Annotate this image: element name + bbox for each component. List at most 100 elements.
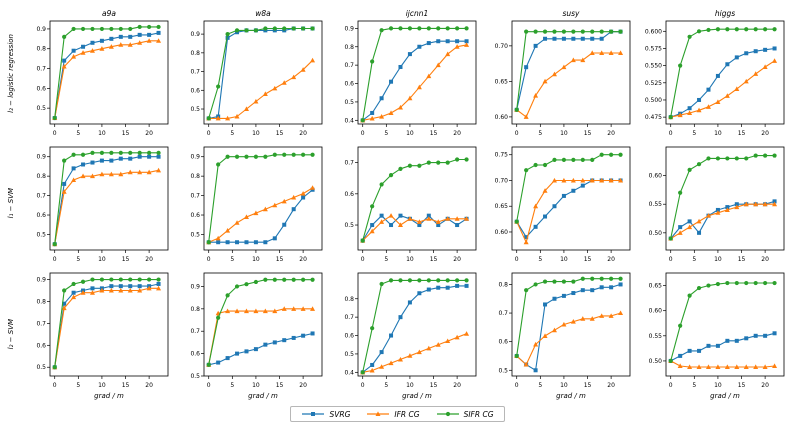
svg-text:0.7: 0.7 bbox=[344, 62, 354, 69]
svg-text:ijcnn1: ijcnn1 bbox=[406, 9, 429, 18]
svg-text:0.60: 0.60 bbox=[495, 114, 509, 121]
svg-text:5: 5 bbox=[692, 256, 696, 263]
subplot-ijcnn1-row1: 0 5 10 15 20 0.5 0.6 0.7 bbox=[344, 146, 477, 263]
svg-text:20: 20 bbox=[453, 130, 461, 137]
svg-text:0.525: 0.525 bbox=[645, 80, 662, 87]
svg-text:0.4: 0.4 bbox=[344, 369, 354, 376]
svg-text:20: 20 bbox=[299, 130, 307, 137]
svg-text:15: 15 bbox=[276, 382, 284, 389]
svg-text:5: 5 bbox=[538, 256, 542, 263]
svg-text:0.60: 0.60 bbox=[649, 173, 663, 180]
svg-text:0.9: 0.9 bbox=[190, 283, 200, 290]
svg-text:0: 0 bbox=[515, 256, 519, 263]
svg-text:0.550: 0.550 bbox=[645, 63, 662, 70]
svg-text:15: 15 bbox=[430, 256, 438, 263]
svg-text:0.50: 0.50 bbox=[649, 358, 663, 365]
svg-text:0.8: 0.8 bbox=[498, 281, 508, 288]
svg-text:5: 5 bbox=[384, 256, 388, 263]
svg-text:10: 10 bbox=[98, 382, 106, 389]
subplot-w8a-row0: 0 5 10 15 20 0.5 0.6 0.7 0.8 0.9 w8a bbox=[190, 9, 323, 137]
svg-text:5: 5 bbox=[384, 382, 388, 389]
legend-item-sifr-cg: SIFR CG bbox=[436, 409, 494, 419]
subplot-w8a-row2: 0 5 10 15 20 0.5 0.6 0.7 0.8 0.9 grad / m bbox=[190, 272, 323, 400]
svg-text:20: 20 bbox=[145, 256, 153, 263]
svg-text:5: 5 bbox=[230, 130, 234, 137]
svg-text:5: 5 bbox=[230, 382, 234, 389]
svg-text:0.6: 0.6 bbox=[498, 339, 508, 346]
svg-text:20: 20 bbox=[761, 256, 769, 263]
svg-text:0.9: 0.9 bbox=[36, 277, 46, 284]
svg-text:15: 15 bbox=[276, 130, 284, 137]
legend-row: SVRG IFR CG SIFR CG bbox=[3, 406, 792, 422]
subplot-susy-row2: 0 5 10 15 20 0.5 0.6 0.7 0.8 grad / m bbox=[498, 272, 631, 400]
svg-text:grad / m: grad / m bbox=[556, 392, 586, 400]
svg-text:grad / m: grad / m bbox=[402, 392, 432, 400]
svg-text:10: 10 bbox=[560, 256, 568, 263]
svg-text:10: 10 bbox=[252, 256, 260, 263]
svg-text:0.9: 0.9 bbox=[344, 25, 354, 32]
svg-text:a9a: a9a bbox=[102, 9, 116, 18]
svg-text:0: 0 bbox=[669, 130, 673, 137]
svg-text:5: 5 bbox=[76, 382, 80, 389]
subplot-ijcnn1-row2: 0 5 10 15 20 0.4 0.5 0.6 0.7 0.8 grad / m bbox=[344, 272, 477, 400]
svg-text:5: 5 bbox=[76, 130, 80, 137]
svg-text:0: 0 bbox=[669, 256, 673, 263]
svg-text:20: 20 bbox=[607, 382, 615, 389]
svg-text:0.7: 0.7 bbox=[344, 160, 354, 167]
svg-text:10: 10 bbox=[406, 256, 414, 263]
subplot-higgs-row0: 0 5 10 15 20 0.475 0.500 0.525 0.550 0.575 0.600 hi… bbox=[645, 9, 785, 137]
svg-text:0: 0 bbox=[53, 256, 57, 263]
svg-text:0.7: 0.7 bbox=[498, 310, 508, 317]
svg-text:0.6: 0.6 bbox=[190, 351, 200, 358]
svg-text:0.65: 0.65 bbox=[495, 78, 509, 85]
subplot-a9a-row1: 0 5 10 15 20 0.5 0.6 0.7 0.8 0.9 bbox=[36, 146, 169, 263]
svg-text:0.5: 0.5 bbox=[344, 99, 354, 106]
subplot-susy-row0: 0 5 10 15 20 0.60 0.65 0.70 susy bbox=[495, 9, 631, 137]
svg-text:20: 20 bbox=[145, 382, 153, 389]
svg-text:5: 5 bbox=[384, 130, 388, 137]
svg-text:0.8: 0.8 bbox=[190, 173, 200, 180]
svg-text:0: 0 bbox=[53, 130, 57, 137]
subplot-ijcnn1-row0: 0 5 10 15 20 0.4 0.5 0.6 0.7 0.8 0.9 ijcnn1 bbox=[344, 9, 477, 137]
circle-marker-icon bbox=[436, 411, 459, 417]
svg-text:20: 20 bbox=[607, 130, 615, 137]
legend: SVRG IFR CG SIFR CG bbox=[290, 406, 505, 422]
legend-label: IFR CG bbox=[394, 409, 420, 419]
svg-text:0.7: 0.7 bbox=[344, 314, 354, 321]
svg-text:0.5: 0.5 bbox=[36, 364, 46, 371]
svg-text:15: 15 bbox=[584, 382, 592, 389]
svg-text:0.60: 0.60 bbox=[649, 308, 663, 315]
svg-text:5: 5 bbox=[692, 382, 696, 389]
legend-item-svrg: SVRG bbox=[301, 409, 350, 419]
svg-text:0.6: 0.6 bbox=[36, 85, 46, 92]
row-label-2: l₂ − SVM bbox=[7, 319, 15, 350]
svg-text:0.8: 0.8 bbox=[344, 44, 354, 51]
svg-text:10: 10 bbox=[98, 256, 106, 263]
figure-grid: l₂ − logistic regression 0 5 10 15 20 0.5 0.6 0.… bbox=[3, 6, 792, 403]
svg-text:0.8: 0.8 bbox=[36, 46, 46, 53]
svg-text:10: 10 bbox=[560, 382, 568, 389]
row-label-1: l₁ − SVM bbox=[7, 187, 15, 219]
svg-text:5: 5 bbox=[538, 130, 542, 137]
svg-text:0.7: 0.7 bbox=[36, 193, 46, 200]
svg-text:0: 0 bbox=[515, 382, 519, 389]
svg-text:0.5: 0.5 bbox=[190, 231, 200, 238]
svg-text:0.7: 0.7 bbox=[36, 66, 46, 73]
svg-text:20: 20 bbox=[453, 382, 461, 389]
svg-text:20: 20 bbox=[299, 382, 307, 389]
svg-text:0.6: 0.6 bbox=[190, 87, 200, 94]
svg-text:5: 5 bbox=[538, 382, 542, 389]
legend-label: SVRG bbox=[329, 409, 351, 419]
svg-text:0.6: 0.6 bbox=[190, 212, 200, 219]
svg-text:20: 20 bbox=[453, 256, 461, 263]
subplot-susy-row1: 0 5 10 15 20 0.60 0.65 0.70 0.75 bbox=[495, 146, 631, 263]
svg-text:5: 5 bbox=[76, 256, 80, 263]
svg-text:5: 5 bbox=[230, 256, 234, 263]
svg-text:0.4: 0.4 bbox=[344, 117, 354, 124]
svg-text:10: 10 bbox=[714, 256, 722, 263]
svg-text:0.7: 0.7 bbox=[36, 320, 46, 327]
svg-text:0.70: 0.70 bbox=[495, 177, 509, 184]
svg-text:15: 15 bbox=[276, 256, 284, 263]
svg-text:0: 0 bbox=[207, 382, 211, 389]
svg-text:20: 20 bbox=[607, 256, 615, 263]
